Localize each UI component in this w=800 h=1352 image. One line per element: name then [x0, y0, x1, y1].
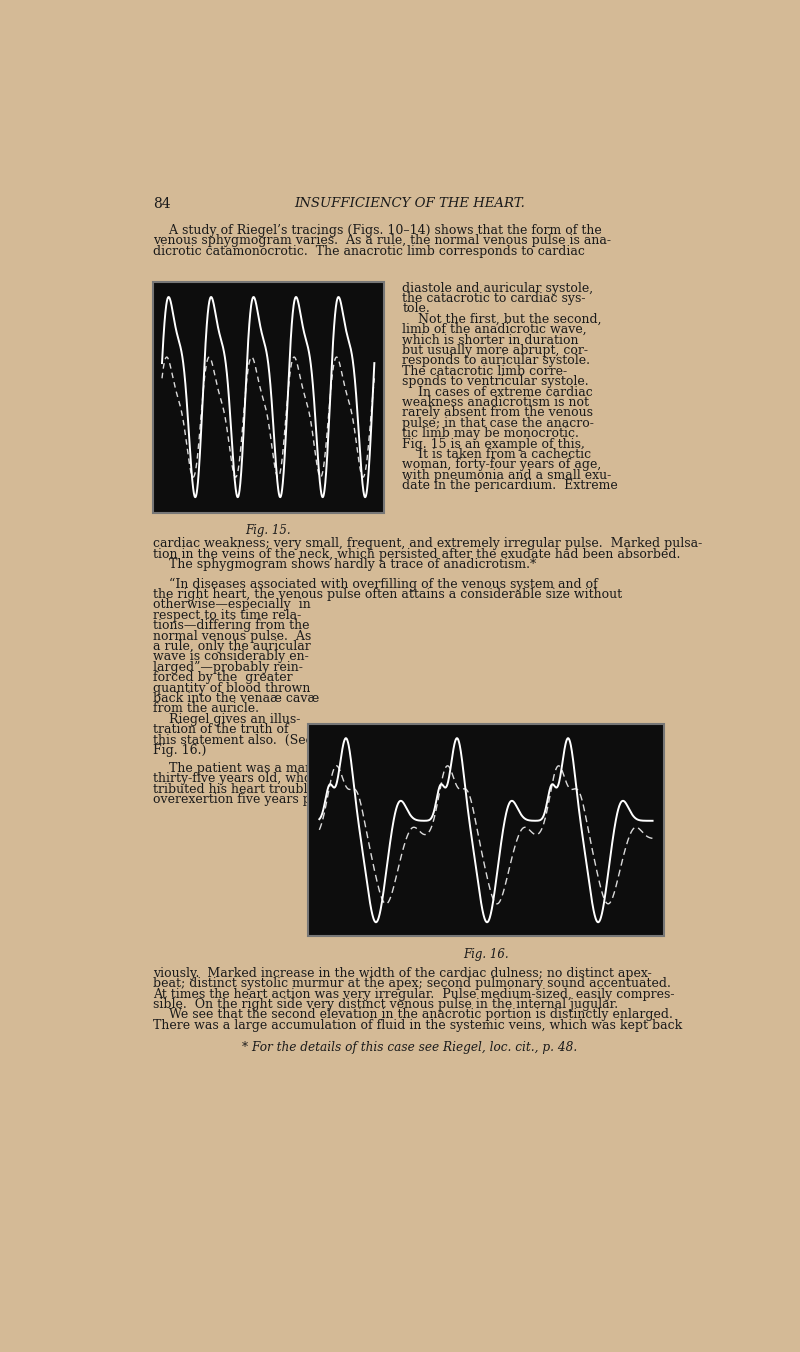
- Text: this statement also.  (See: this statement also. (See: [153, 734, 313, 746]
- Text: Not the first, but the second,: Not the first, but the second,: [402, 312, 602, 326]
- Text: 84: 84: [153, 197, 170, 211]
- Text: responds to auricular systole.: responds to auricular systole.: [402, 354, 590, 368]
- Text: from the auricle.: from the auricle.: [153, 703, 258, 715]
- Text: normal venous pulse.  As: normal venous pulse. As: [153, 630, 311, 642]
- Text: Fig. 15.: Fig. 15.: [246, 525, 291, 537]
- Text: dicrotic catamonocrotic.  The anacrotic limb corresponds to cardiac: dicrotic catamonocrotic. The anacrotic l…: [153, 245, 585, 258]
- Text: The catacrotic limb corre-: The catacrotic limb corre-: [402, 365, 567, 377]
- Text: tion in the veins of the neck, which persisted after the exudate had been absorb: tion in the veins of the neck, which per…: [153, 548, 680, 561]
- Text: tration of the truth of: tration of the truth of: [153, 723, 288, 737]
- Text: quantity of blood thrown: quantity of blood thrown: [153, 681, 310, 695]
- Text: beat; distinct systolic murmur at the apex; second pulmonary sound accentuated.: beat; distinct systolic murmur at the ap…: [153, 977, 670, 990]
- Bar: [308, 725, 664, 936]
- Text: larged”—probably rein-: larged”—probably rein-: [153, 661, 302, 673]
- Text: “In diseases associated with overfilling of the venous system and of: “In diseases associated with overfilling…: [153, 577, 598, 591]
- Text: tic limb may be monocrotic.: tic limb may be monocrotic.: [402, 427, 579, 441]
- Text: sponds to ventricular systole.: sponds to ventricular systole.: [402, 375, 589, 388]
- Text: tions—differing from the: tions—differing from the: [153, 619, 309, 633]
- Text: back into the venaæ cavæ: back into the venaæ cavæ: [153, 692, 319, 704]
- Text: Riegel gives an illus-: Riegel gives an illus-: [153, 713, 300, 726]
- Text: forced by the  greater: forced by the greater: [153, 671, 292, 684]
- Text: Fig. 15 is an example of this.: Fig. 15 is an example of this.: [402, 438, 585, 450]
- Text: In cases of extreme cardiac: In cases of extreme cardiac: [402, 385, 593, 399]
- Text: tributed his heart trouble to: tributed his heart trouble to: [153, 783, 331, 796]
- Text: The sphygmogram shows hardly a trace of anadicrotism.*: The sphygmogram shows hardly a trace of …: [153, 558, 536, 571]
- Text: tole.: tole.: [402, 303, 430, 315]
- Text: limb of the anadicrotic wave,: limb of the anadicrotic wave,: [402, 323, 587, 337]
- Text: with pneumonia and a small exu-: with pneumonia and a small exu-: [402, 469, 611, 481]
- Text: overexertion five years pre-: overexertion five years pre-: [153, 794, 328, 806]
- Text: It is taken from a cachectic: It is taken from a cachectic: [402, 448, 591, 461]
- Text: cardiac weakness; very small, frequent, and extremely irregular pulse.  Marked p: cardiac weakness; very small, frequent, …: [153, 537, 702, 550]
- Text: which is shorter in duration: which is shorter in duration: [402, 334, 578, 346]
- Text: The patient was a man,: The patient was a man,: [153, 763, 317, 775]
- Text: venous sphygmogram varies.  As a rule, the normal venous pulse is ana-: venous sphygmogram varies. As a rule, th…: [153, 234, 610, 247]
- Text: the catacrotic to cardiac sys-: the catacrotic to cardiac sys-: [402, 292, 586, 306]
- Text: date in the pericardium.  Extreme: date in the pericardium. Extreme: [402, 479, 618, 492]
- Text: There was a large accumulation of fluid in the systemic veins, which was kept ba: There was a large accumulation of fluid …: [153, 1019, 682, 1032]
- Text: Fig. 16.: Fig. 16.: [463, 948, 509, 961]
- Text: Fig. 16.): Fig. 16.): [153, 744, 206, 757]
- Text: wave is considerably en-: wave is considerably en-: [153, 650, 309, 664]
- Text: woman, forty-four years of age,: woman, forty-four years of age,: [402, 458, 602, 472]
- Text: INSUFFICIENCY OF THE HEART.: INSUFFICIENCY OF THE HEART.: [294, 197, 526, 210]
- Text: weakness anadicrotism is not: weakness anadicrotism is not: [402, 396, 590, 408]
- Text: but usually more abrupt, cor-: but usually more abrupt, cor-: [402, 343, 588, 357]
- Text: A study of Riegel’s tracings (Figs. 10–14) shows that the form of the: A study of Riegel’s tracings (Figs. 10–1…: [153, 224, 602, 237]
- Text: a rule, only the auricular: a rule, only the auricular: [153, 639, 310, 653]
- Text: pulse; in that case the anacro-: pulse; in that case the anacro-: [402, 416, 594, 430]
- Text: respect to its time rela-: respect to its time rela-: [153, 608, 301, 622]
- Text: thirty-five years old, who at-: thirty-five years old, who at-: [153, 772, 332, 786]
- Text: diastole and auricular systole,: diastole and auricular systole,: [402, 281, 594, 295]
- Text: We see that the second elevation in the anacrotic portion is distinctly enlarged: We see that the second elevation in the …: [153, 1009, 673, 1022]
- Text: viously.  Marked increase in the width of the cardiac dulness; no distinct apex-: viously. Marked increase in the width of…: [153, 967, 651, 980]
- Text: rarely absent from the venous: rarely absent from the venous: [402, 407, 594, 419]
- Text: the right heart, the venous pulse often attains a considerable size without: the right heart, the venous pulse often …: [153, 588, 622, 602]
- Text: sible.  On the right side very distinct venous pulse in the internal jugular.: sible. On the right side very distinct v…: [153, 998, 618, 1011]
- Text: At times the heart action was very irregular.  Pulse medium-sized, easily compre: At times the heart action was very irreg…: [153, 988, 674, 1000]
- Text: * For the details of this case see Riegel, loc. cit., p. 48.: * For the details of this case see Riege…: [242, 1041, 578, 1053]
- Bar: [153, 281, 384, 512]
- Text: otherwise—especially  in: otherwise—especially in: [153, 599, 310, 611]
